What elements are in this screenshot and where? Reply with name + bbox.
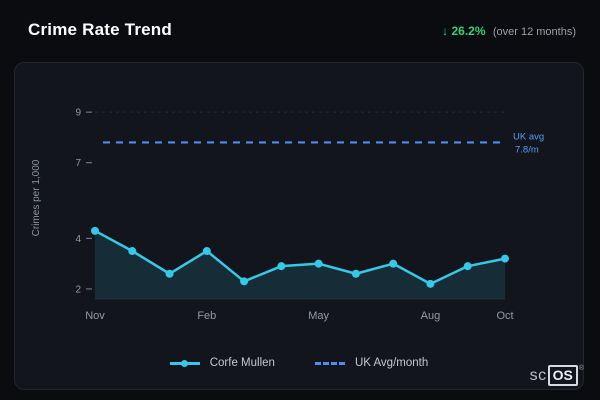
logo-text-prefix: sc	[529, 366, 547, 384]
chart-panel: 2 4 7 9 Nov Feb May Aug Oct UK avg 7.8/m Crimes per…	[14, 62, 584, 390]
svg-text:7.8/m: 7.8/m	[515, 144, 539, 155]
svg-text:May: May	[308, 310, 329, 322]
legend-item-uk-avg[interactable]: UK Avg/month	[314, 357, 429, 369]
legend-item-corfe-mullen[interactable]: Corfe Mullen	[169, 357, 275, 369]
dashed-line-marker-icon	[314, 361, 345, 365]
trend-delta-value: 26.2%	[451, 24, 486, 38]
trend-summary: ↓ 26.2% (over 12 months)	[442, 24, 576, 38]
svg-text:Feb: Feb	[197, 310, 216, 322]
solid-line-marker-icon	[169, 359, 200, 367]
trend-period-note: (over 12 months)	[492, 26, 576, 38]
svg-text:2: 2	[75, 284, 81, 295]
svg-text:UK avg: UK avg	[513, 131, 544, 142]
dot-marker-icon	[181, 359, 189, 367]
svg-text:Nov: Nov	[85, 310, 105, 322]
registered-trademark-icon: ®	[578, 365, 584, 372]
legend-label-uk-avg: UK Avg/month	[354, 357, 429, 369]
svg-text:Oct: Oct	[496, 310, 513, 322]
svg-text:Crimes per 1,000: Crimes per 1,000	[31, 159, 42, 236]
crime-trend-chart: 2 4 7 9 Nov Feb May Aug Oct UK avg 7.8/m Crimes per…	[31, 108, 544, 322]
trend-down-arrow-icon: ↓	[442, 24, 449, 38]
scos-logo: sc OS ®	[530, 365, 584, 386]
svg-text:7: 7	[75, 158, 81, 169]
chart-legend: Corfe Mullen UK Avg/month	[15, 357, 583, 369]
svg-text:Aug: Aug	[421, 310, 441, 322]
page-header: Crime Rate Trend ↓ 26.2% (over 12 months…	[0, 0, 600, 40]
page-title: Crime Rate Trend	[28, 20, 172, 39]
svg-text:4: 4	[75, 234, 81, 245]
svg-text:9: 9	[75, 108, 81, 119]
logo-box-text: OS	[547, 365, 578, 386]
legend-label-corfe-mullen: Corfe Mullen	[209, 357, 275, 369]
